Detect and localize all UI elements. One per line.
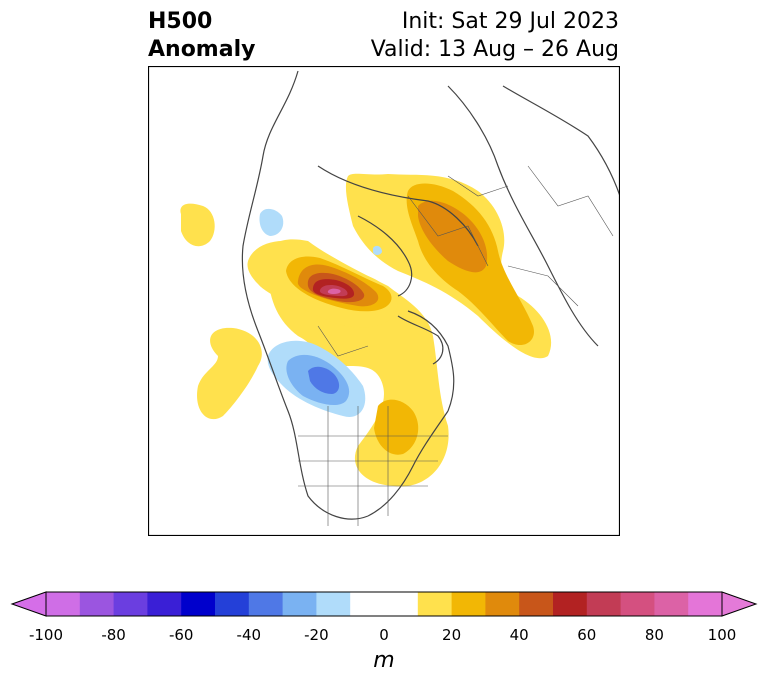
colorbar-segment (417, 592, 453, 616)
colorbar-segment (113, 592, 148, 616)
title-type: Anomaly (148, 37, 256, 62)
colorbar-segment (215, 592, 250, 616)
colorbar-segment (316, 592, 351, 616)
colorbar-segment (181, 592, 216, 616)
colorbar-segment (620, 592, 655, 616)
colorbar-extend-max (721, 591, 758, 617)
init-date: Init: Sat 29 Jul 2023 (401, 9, 619, 34)
colorbar-tick-label: -80 (101, 626, 126, 644)
colorbar-segment (519, 592, 554, 616)
colorbar-segment (553, 592, 588, 616)
map-border (148, 66, 620, 536)
colorbar-segment (46, 592, 81, 616)
colorbar-extend-min (10, 591, 47, 617)
contour-negative-30 (308, 366, 340, 394)
colorbar-tick-label: 100 (707, 626, 737, 644)
title-left: H500 Anomaly (148, 8, 255, 64)
colorbar (10, 591, 758, 617)
colorbar-tick-label: -60 (168, 626, 194, 644)
country-borders (298, 165, 614, 526)
colorbar-segment (248, 592, 284, 616)
colorbar-tick-label: 60 (577, 626, 597, 644)
colorbar-tick-label: -20 (304, 626, 329, 644)
valid-range: Valid: 13 Aug – 26 Aug (370, 37, 619, 62)
map-panel (148, 66, 620, 536)
colorbar-segment (688, 592, 723, 616)
colorbar-segment (485, 592, 520, 616)
coastlines (241, 70, 620, 520)
colorbar-tick-label: -40 (236, 626, 262, 644)
colorbar-tick-label: 20 (442, 626, 462, 644)
colorbar-segment (586, 592, 622, 616)
colorbar-segment (79, 592, 115, 616)
contour-positive-10 (197, 327, 262, 420)
colorbar-segment (147, 592, 182, 616)
colorbar-tick-label: 0 (379, 626, 389, 644)
title-variable: H500 (148, 9, 213, 34)
colorbar-segment (350, 592, 385, 616)
colorbar-segment (654, 592, 689, 616)
colorbar-segments (46, 592, 723, 616)
colorbar-tick-label: 40 (509, 626, 529, 644)
colorbar-tick-label: -100 (28, 626, 64, 644)
colorbar-unit: m (373, 648, 395, 673)
title-right: Init: Sat 29 Jul 2023 Valid: 13 Aug – 26… (371, 8, 619, 64)
colorbar-outline (45, 591, 723, 617)
colorbar-tick-label: 80 (644, 626, 664, 644)
colorbar-segment (384, 592, 419, 616)
colorbar-segment (282, 592, 317, 616)
colorbar-segment (451, 592, 486, 616)
